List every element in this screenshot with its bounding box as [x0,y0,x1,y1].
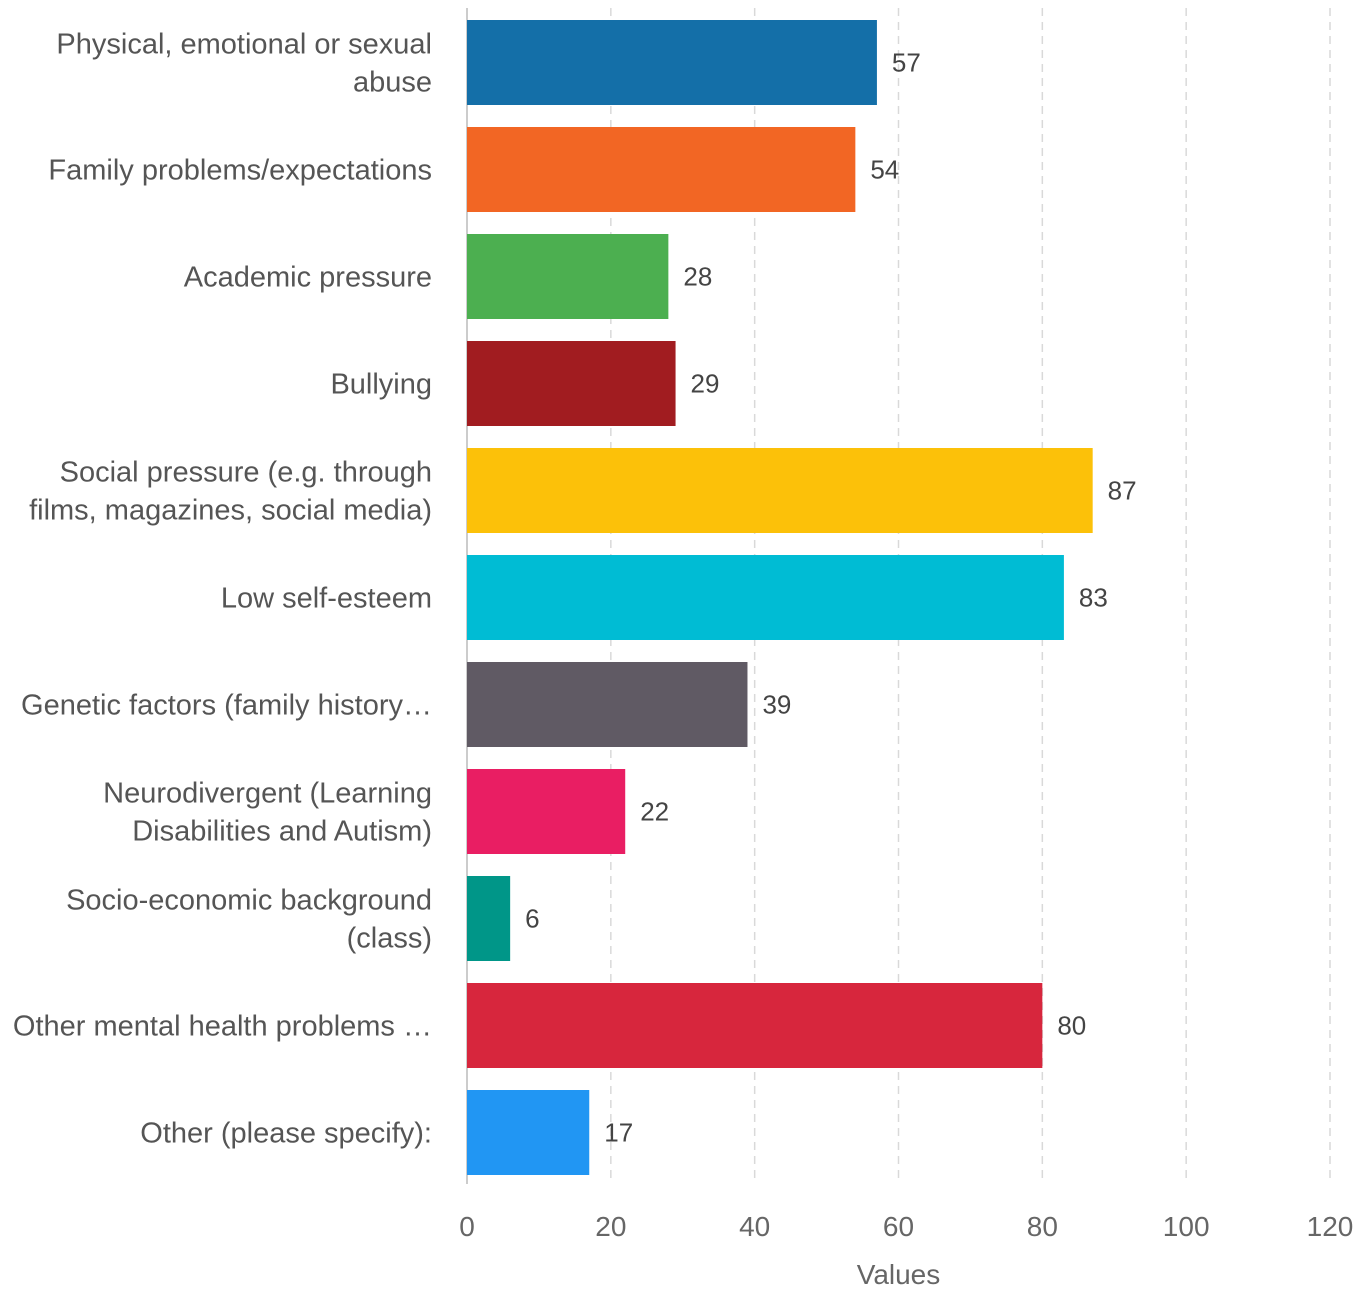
category-label-line: films, magazines, social media) [29,495,432,527]
x-tick-label: 100 [1163,1211,1210,1242]
bar-value-label: 29 [691,369,720,399]
category-label: Socio-economic background (class) [66,885,432,955]
category-label: Physical, emotional or sexual abuse [56,29,432,99]
bar-value-label: 22 [640,797,669,827]
bar-value-label: 54 [870,155,899,185]
category-label-line: Socio-economic background [66,885,432,917]
bar-value-label: 57 [892,48,921,78]
bar [467,1090,590,1175]
bar [467,876,511,961]
bar-layer [467,20,1093,1175]
category-label: Other mental health problems … [13,1011,432,1043]
tick-layer: 0 20 40 60 80 100 120 [459,1211,1353,1242]
category-label-line: Other mental health problems … [13,1011,432,1043]
x-tick-label: 60 [883,1211,914,1242]
x-axis-title: Values [857,1259,941,1289]
category-label-line: Social pressure (e.g. through [60,457,432,489]
bar-value-label: 6 [525,904,539,934]
x-tick-label: 80 [1027,1211,1058,1242]
label-layer: 57 Physical, emotional or sexual abuse 54 Fa… [13,29,1137,1150]
category-label: Neurodivergent (Learning Disabilities and… [103,778,432,848]
bar [467,341,676,426]
x-tick-label: 120 [1307,1211,1354,1242]
category-label: Other (please specify): [140,1118,432,1150]
category-label: Genetic factors (family history… [21,690,432,722]
category-label-line: Disabilities and Autism) [132,816,432,848]
bar [467,234,669,319]
category-label: Bullying [330,369,432,401]
bar [467,555,1064,640]
bar-value-label: 17 [604,1118,633,1148]
bar-value-label: 87 [1108,476,1137,506]
category-label-line: Low self-esteem [221,583,432,615]
bar-value-label: 28 [683,262,712,292]
bar-value-label: 39 [762,690,791,720]
category-label-line: abuse [353,67,432,99]
bar-value-label: 80 [1057,1011,1086,1041]
category-label-line: (class) [347,923,432,955]
category-label-line: Family problems/expectations [48,155,432,187]
category-label-line: Genetic factors (family history… [21,690,432,722]
bar [467,983,1043,1068]
bar [467,769,626,854]
category-label: Academic pressure [184,262,432,294]
category-label-line: Bullying [330,369,432,401]
x-tick-label: 20 [595,1211,626,1242]
category-label-line: Physical, emotional or sexual [56,29,432,61]
bar [467,662,748,747]
bar-value-label: 83 [1079,583,1108,613]
bar [467,448,1093,533]
category-label: Social pressure (e.g. through films, maga… [29,457,432,527]
bar [467,20,877,105]
category-label: Low self-esteem [221,583,432,615]
x-tick-label: 40 [739,1211,770,1242]
bar [467,127,856,212]
x-tick-label: 0 [459,1211,475,1242]
category-label: Family problems/expectations [48,155,432,187]
category-label-line: Academic pressure [184,262,432,294]
category-label-line: Neurodivergent (Learning [103,778,432,810]
category-label-line: Other (please specify): [140,1118,432,1150]
